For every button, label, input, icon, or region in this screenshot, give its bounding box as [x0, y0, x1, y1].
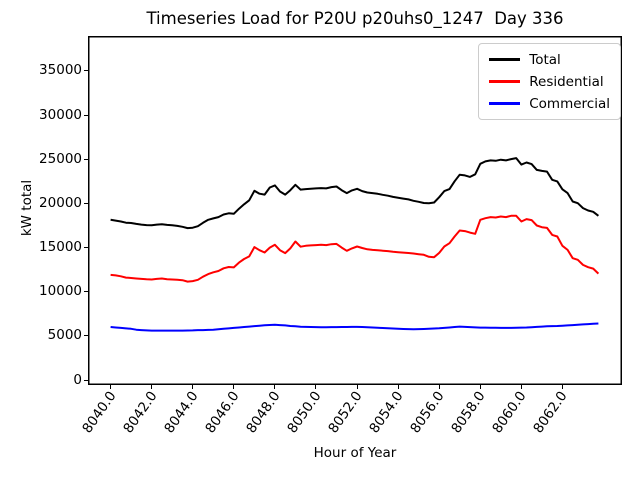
x-tick-label: 8048.0 [243, 388, 284, 437]
legend: Total Residential Commercial [478, 43, 621, 120]
x-tick-label: 8044.0 [161, 388, 202, 437]
y-tick-label: 10000 [39, 283, 82, 300]
x-tick-label: 8060.0 [489, 388, 530, 437]
x-tick-mark [520, 385, 522, 389]
x-tick-mark [274, 385, 276, 389]
y-tick-label: 5000 [47, 327, 82, 344]
y-tick-mark [83, 70, 88, 72]
legend-row-total: Total [489, 51, 610, 68]
legend-label-commercial: Commercial [529, 95, 610, 112]
x-tick-mark [479, 385, 481, 389]
x-tick-label: 8046.0 [202, 388, 243, 437]
legend-line-residential [489, 80, 521, 83]
chart-title: Timeseries Load for P20U p20uhs0_1247 Da… [146, 9, 564, 28]
x-tick-label: 8054.0 [366, 388, 407, 437]
y-tick-mark [83, 291, 88, 293]
legend-row-residential: Residential [489, 73, 610, 90]
x-tick-mark [192, 385, 194, 389]
x-tick-label: 8050.0 [284, 388, 325, 437]
x-tick-mark [315, 385, 317, 389]
x-tick-label: 8052.0 [325, 388, 366, 437]
y-tick-mark [83, 202, 88, 204]
y-tick-label: 35000 [39, 62, 82, 79]
series-line-commercial [110, 322, 599, 332]
legend-label-total: Total [529, 51, 561, 68]
y-tick-label: 0 [73, 371, 82, 388]
plot-lines-svg [88, 36, 622, 385]
x-tick-label: 8040.0 [78, 388, 120, 437]
x-tick-mark [233, 385, 235, 389]
y-tick-label: 15000 [39, 239, 82, 256]
y-tick-label: 30000 [39, 106, 82, 123]
x-tick-mark [438, 385, 440, 389]
y-tick-mark [83, 247, 88, 249]
legend-row-commercial: Commercial [489, 95, 610, 112]
series-line-total [110, 157, 600, 230]
y-tick-label: 20000 [39, 194, 82, 211]
y-tick-mark [83, 114, 88, 116]
series-line-residential [110, 214, 600, 283]
x-axis-label: Hour of Year [313, 445, 397, 461]
x-tick-label: 8056.0 [407, 388, 448, 437]
legend-label-residential: Residential [529, 73, 604, 90]
axes-frame [88, 36, 622, 385]
x-tick-label: 8058.0 [448, 388, 489, 437]
x-tick-mark [151, 385, 153, 389]
x-tick-label: 8042.0 [120, 388, 161, 437]
plot-area: Total Residential Commercial [88, 36, 622, 385]
legend-line-total [489, 58, 521, 61]
y-tick-mark [83, 379, 88, 381]
x-tick-mark [561, 385, 563, 389]
x-tick-mark [356, 385, 358, 389]
legend-line-commercial [489, 102, 521, 105]
x-tick-mark [110, 385, 112, 389]
y-tick-mark [83, 158, 88, 160]
x-tick-label: 8062.0 [530, 388, 571, 437]
y-tick-label: 25000 [39, 150, 82, 167]
x-tick-mark [397, 385, 399, 389]
y-tick-mark [83, 335, 88, 337]
